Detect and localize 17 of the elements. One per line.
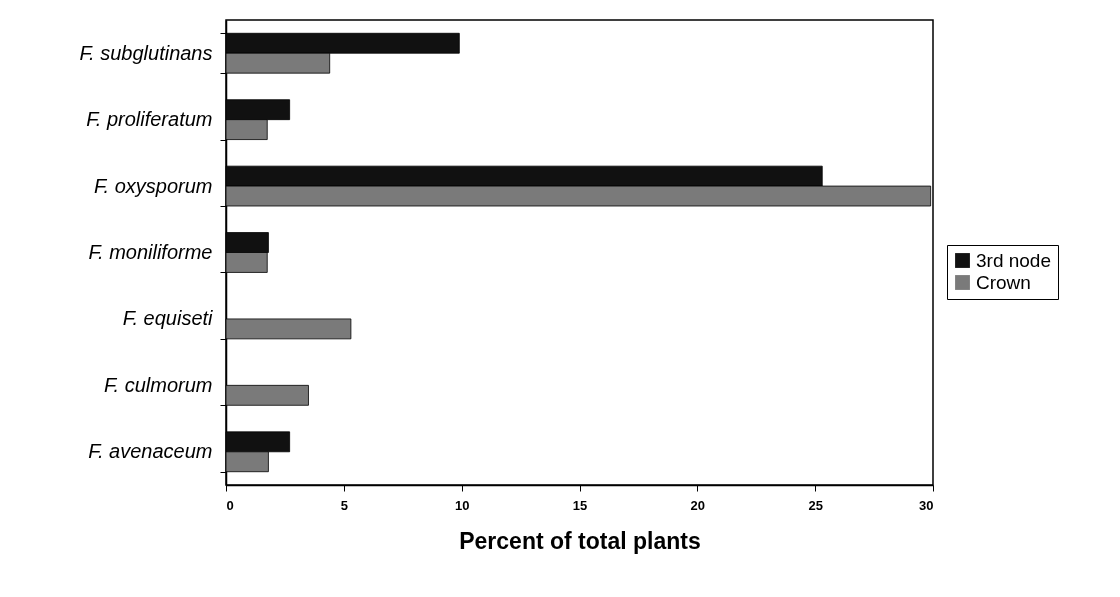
x-tick-label: 5 [340, 497, 348, 513]
y-tick-label: F. equiseti [122, 307, 214, 330]
x-tick-label: 0 [226, 497, 234, 513]
y-tick-label: F. culmorum [103, 373, 213, 396]
y-tick-label: F. avenaceum [88, 440, 213, 463]
x-tick-label: 15 [572, 497, 588, 513]
x-tick-label: 30 [919, 497, 934, 513]
x-tick-label: 25 [808, 497, 823, 513]
legend-label: Crown [976, 271, 1031, 293]
y-tick-label: F. subglutinans [79, 41, 213, 64]
y-tick-label: F. proliferatum [86, 108, 213, 131]
x-tick-label: 20 [690, 497, 706, 513]
x-tick-label: 10 [454, 497, 470, 513]
legend-label: 3rd node [976, 249, 1052, 271]
x-axis-title: Percent of total plants [459, 527, 701, 554]
y-tick-label: F. moniliforme [88, 241, 213, 263]
y-tick-label: F. oxysporum [93, 174, 213, 197]
